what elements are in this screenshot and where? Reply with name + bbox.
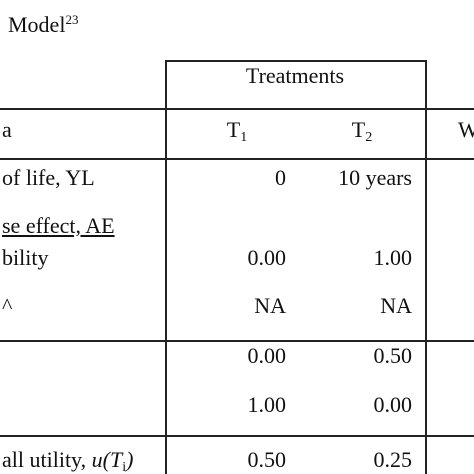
title-superscript: 23 — [65, 12, 79, 27]
column-header: T2 — [312, 118, 412, 150]
row-label: of life, YL — [2, 165, 95, 190]
rule — [165, 60, 425, 62]
cell: 0.50 — [373, 343, 413, 368]
cell: 0.00 — [247, 245, 287, 270]
rule — [165, 60, 167, 474]
rule — [425, 60, 427, 474]
rule — [0, 435, 474, 437]
column-header-sub: 1 — [240, 130, 248, 145]
row-label: ^ — [2, 293, 13, 318]
cell: 0.00 — [247, 343, 287, 368]
title-text: Model — [8, 12, 66, 37]
title: Model23 — [8, 8, 78, 37]
cell: 0 — [275, 165, 286, 190]
column-header-text: T — [351, 117, 366, 142]
cell: 0.50 — [247, 447, 287, 472]
cell: 10 years — [338, 165, 412, 190]
cell: NA — [254, 293, 286, 318]
formula: u(T — [91, 447, 123, 472]
group-header: Treatments — [245, 63, 345, 88]
row-label: se effect, AE — [2, 213, 115, 238]
column-header-sub: 2 — [365, 130, 373, 145]
rule — [0, 108, 474, 110]
column-header-text: T — [226, 117, 241, 142]
rule — [0, 158, 474, 160]
formula-sub: i — [122, 460, 127, 474]
cell: 0.00 — [373, 392, 413, 417]
cell: 1.00 — [373, 245, 413, 270]
column-header: W — [458, 117, 474, 142]
total-label: all utility, u(Ti) — [2, 448, 133, 474]
rule — [0, 340, 474, 342]
row-label: bility — [2, 245, 49, 270]
cell: 0.25 — [373, 447, 413, 472]
cell: NA — [380, 293, 412, 318]
cell: 1.00 — [247, 392, 287, 417]
formula-close: ) — [126, 447, 134, 472]
total-label-text: all utility, — [2, 447, 87, 472]
column-header: T1 — [187, 118, 287, 150]
column-header: a — [2, 117, 12, 142]
